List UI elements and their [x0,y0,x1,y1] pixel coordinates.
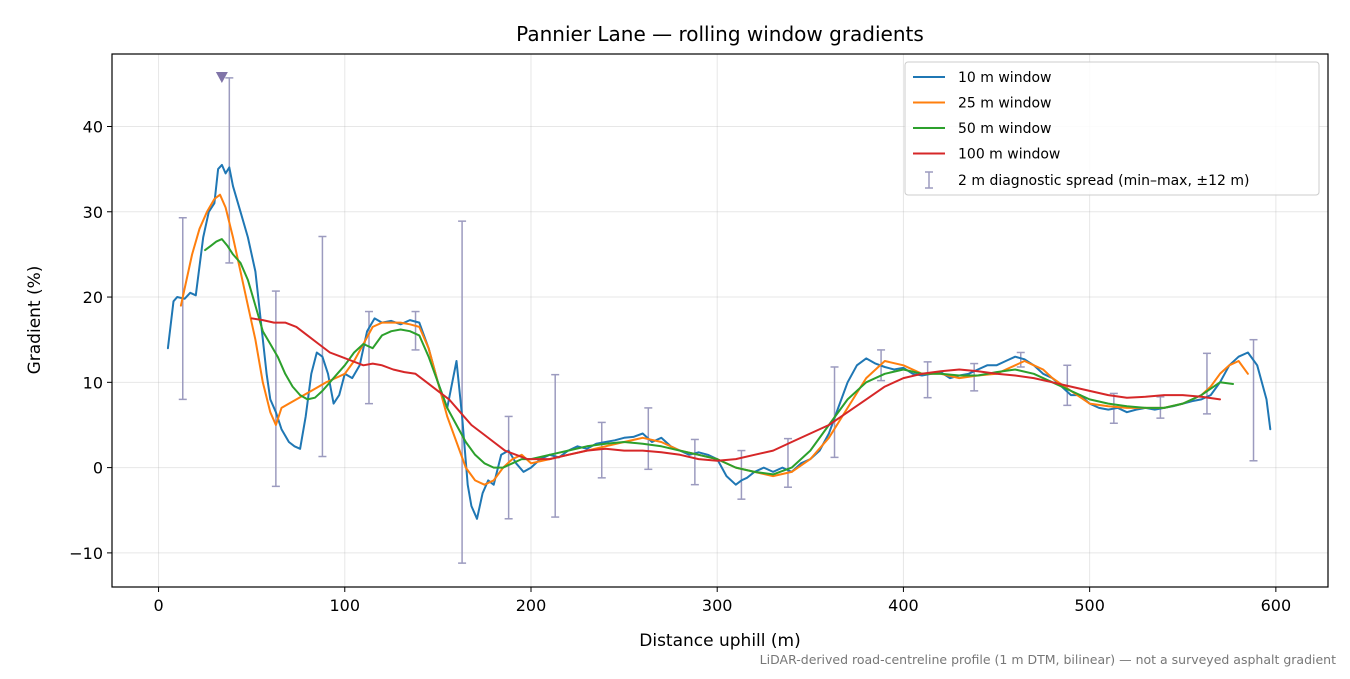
series-line [179,193,1249,486]
errorbar [970,362,979,392]
footnote: LiDAR-derived road-centreline profile (1… [760,652,1336,667]
x-axis-label: Distance uphill (m) [639,631,800,651]
legend-label: 50 m window [958,121,1051,137]
x-tick-label: 500 [1074,596,1105,615]
y-tick-label: 20 [83,288,103,307]
series-layer [166,163,1272,520]
errorbar [783,437,792,488]
errorbar [923,361,932,399]
legend-item: 2 m diagnostic spread (min–max, ±12 m) [925,171,1249,189]
x-tick-label: 400 [888,596,919,615]
legend-label: 10 m window [958,70,1051,86]
y-tick-label: 10 [83,373,103,392]
errorbar [411,310,420,351]
errorbar-layer [178,77,1258,564]
x-tick-label: 200 [516,596,547,615]
plot-frame [111,53,1329,588]
legend-label: 2 m diagnostic spread (min–max, ±12 m) [958,173,1249,189]
legend-item: 50 m window [913,121,1051,137]
chart-title: Pannier Lane — rolling window gradients [516,22,924,46]
legend-label: 100 m window [958,147,1060,163]
x-tick-label: 600 [1261,596,1292,615]
errorbar [1202,352,1211,415]
series-line [204,238,1234,476]
legend-item: 100 m window [913,147,1060,163]
x-tick-label: 300 [702,596,733,615]
grid-layer [112,54,1328,587]
tick-layer: 0 100 200 300 400 500 600 −10 0 10 20 30 40 [69,117,1291,615]
errorbar [178,216,187,401]
clip-marker-triangle [215,72,228,84]
x-tick-label: 100 [329,596,360,615]
legend-item: 10 m window [913,70,1051,86]
errorbar [458,220,467,564]
errorbar [551,373,560,518]
y-axis-label: Gradient (%) [25,266,45,375]
series-line [250,317,1221,462]
errorbar [1016,351,1025,368]
legend-items: 10 m window 25 m window 50 m window 100 m w… [913,70,1249,189]
errorbar [690,438,699,486]
errorbar [504,415,513,520]
x-tick-label: 0 [153,596,163,615]
legend-item: 25 m window [913,96,1051,112]
marker-layer [215,72,228,84]
y-tick-label: 0 [93,459,103,478]
errorbar [830,366,839,459]
legend: 10 m window 25 m window 50 m window 100 m w… [904,61,1320,196]
y-tick-label: 30 [83,203,103,222]
y-tick-label: 40 [83,117,103,136]
y-tick-label: −10 [69,544,103,563]
errorbar [271,290,280,488]
legend-box [904,61,1320,196]
legend-label: 25 m window [958,96,1051,112]
